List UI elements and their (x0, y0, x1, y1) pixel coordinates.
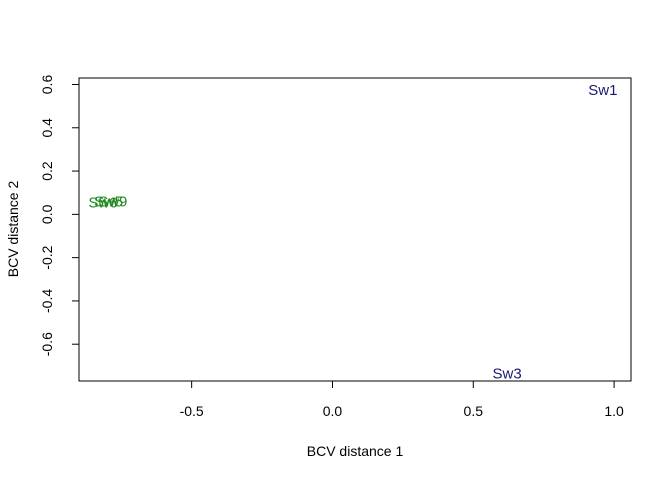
y-tick-label: -0.2 (39, 245, 55, 269)
y-tick-label: 0.6 (39, 75, 55, 95)
y-tick-label: -0.6 (39, 332, 55, 356)
y-tick-label: 0.0 (39, 204, 55, 224)
y-tick-label: 0.2 (39, 161, 55, 181)
x-tick-label: 1.0 (604, 403, 624, 419)
point-label-sw6: Sw6 (88, 194, 117, 211)
y-tick-label: -0.4 (39, 289, 55, 313)
x-tick-label: 0.5 (464, 403, 484, 419)
plot-box (78, 77, 632, 382)
x-tick-label: -0.5 (180, 403, 204, 419)
x-axis-title: BCV distance 1 (307, 443, 404, 459)
y-axis-title: BCV distance 2 (5, 181, 21, 278)
x-tick-label: 0.0 (323, 403, 343, 419)
point-label-sw5: Sw5 (94, 193, 123, 210)
x-axis: -0.5 0.0 0.5 1.0 (180, 380, 624, 419)
point-label-sw3: Sw3 (492, 365, 521, 382)
point-label-sw9: Sw9 (98, 193, 127, 210)
y-tick-label: 0.4 (39, 118, 55, 138)
y-axis: -0.6 -0.4 -0.2 0.0 0.2 0.4 0.6 (39, 75, 80, 356)
point-label-sw1: Sw1 (588, 82, 617, 99)
